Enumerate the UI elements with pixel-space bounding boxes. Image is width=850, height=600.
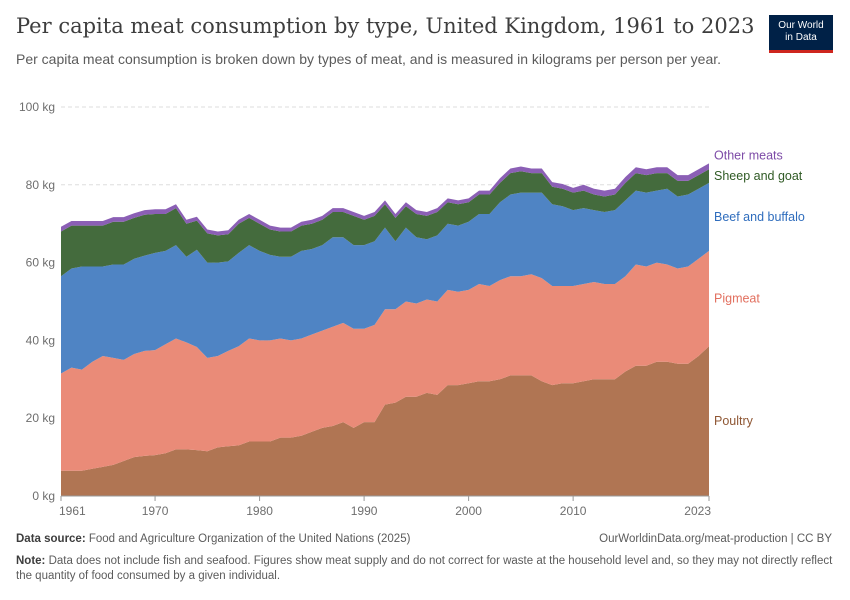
- source-url[interactable]: OurWorldinData.org/meat-production | CC …: [599, 533, 832, 545]
- logo-line-1: Our World: [778, 20, 824, 31]
- y-tick-label: 40 kg: [26, 333, 55, 347]
- x-tick-label: 1990: [351, 504, 378, 518]
- y-tick-label: 80 kg: [26, 178, 55, 192]
- area-poultry: [61, 346, 709, 496]
- series-label-pigmeat: Pigmeat: [714, 292, 760, 306]
- note-label: Note:: [16, 555, 46, 567]
- chart-subtitle: Per capita meat consumption is broken do…: [16, 51, 722, 67]
- data-source-text: Food and Agriculture Organization of the…: [85, 533, 411, 545]
- chart-note: Note: Data does not include fish and sea…: [16, 554, 836, 584]
- area-beef-and-buffalo: [61, 182, 709, 374]
- series-label-other-meats: Other meats: [714, 148, 783, 162]
- x-tick-label: 2000: [455, 504, 482, 518]
- series-label-poultry: Poultry: [714, 414, 754, 428]
- stacked-area-chart: 0 kg 20 kg 40 kg 60 kg 80 kg 100 kg 1961 1970 19…: [19, 100, 805, 518]
- series-label-beef-and-buffalo: Beef and buffalo: [714, 210, 805, 224]
- x-tick-label: 1980: [246, 504, 273, 518]
- series-label-sheep-and-goat: Sheep and goat: [714, 169, 803, 183]
- note-text: Data does not include fish and seafood. …: [16, 555, 833, 582]
- area-sheep-and-goat: [61, 169, 709, 277]
- y-tick-label: 60 kg: [26, 256, 55, 270]
- y-tick-label: 20 kg: [26, 411, 55, 425]
- area-other-meats: [61, 163, 709, 236]
- x-tick-label: 1970: [142, 504, 169, 518]
- data-source-label: Data source:: [16, 533, 86, 545]
- x-tick-label: 2010: [560, 504, 587, 518]
- owid-logo[interactable]: Our World in Data: [769, 15, 833, 53]
- chart-title: Per capita meat consumption by type, Uni…: [16, 14, 755, 38]
- y-tick-label: 0 kg: [32, 489, 55, 503]
- data-source: Data source: Food and Agriculture Organi…: [16, 533, 410, 545]
- y-tick-label: 100 kg: [19, 100, 55, 114]
- x-tick-label: 2023: [684, 504, 711, 518]
- x-tick-label: 1961: [59, 504, 86, 518]
- area-pigmeat: [61, 250, 709, 471]
- logo-line-2: in Data: [785, 32, 817, 43]
